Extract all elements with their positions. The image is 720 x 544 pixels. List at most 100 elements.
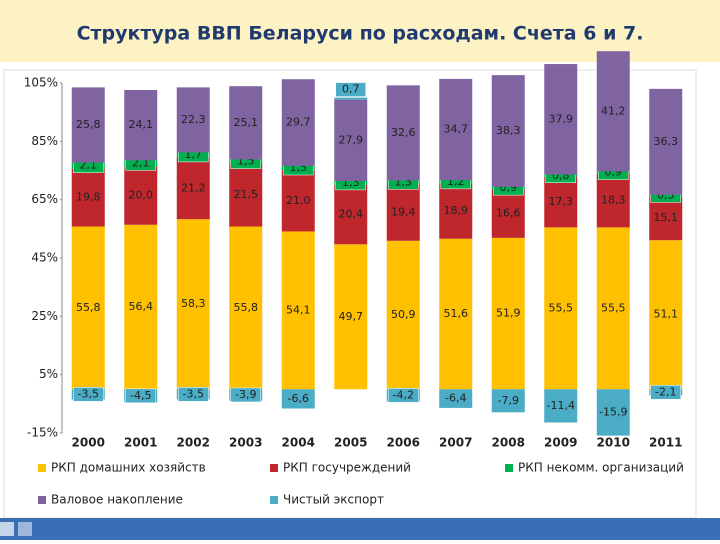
bar-segment	[176, 219, 210, 390]
data-label: 20,0	[129, 189, 154, 202]
x-tick-label: 2008	[492, 436, 525, 450]
bar-segment	[71, 168, 105, 227]
data-label: 20,4	[339, 208, 364, 221]
data-label: 36,3	[654, 135, 679, 148]
data-label: -6,6	[288, 392, 309, 405]
data-label: 24,1	[129, 118, 154, 131]
data-label: 18,9	[444, 204, 469, 217]
bar-segment	[544, 64, 578, 175]
bar-segment	[176, 87, 210, 153]
y-tick-label: 5%	[39, 367, 58, 381]
y-tick-label: -15%	[27, 426, 58, 440]
bar-segment	[596, 389, 630, 436]
x-tick-label: 2005	[334, 436, 367, 450]
data-label: -4,5	[130, 389, 151, 402]
legend-label: РКП домашних хозяйств	[51, 461, 206, 475]
data-label: 56,4	[129, 300, 154, 313]
bar-segment	[386, 184, 420, 241]
data-label: 21,0	[286, 194, 311, 207]
data-label: -6,4	[445, 392, 466, 405]
legend-label: Валовое накопление	[51, 493, 183, 507]
bar-segment	[124, 90, 158, 161]
bar-segment	[229, 86, 263, 160]
data-label: 38,3	[496, 124, 521, 137]
data-label: -11,4	[547, 399, 575, 412]
data-label: -7,9	[498, 394, 519, 407]
bar-segment	[281, 389, 315, 409]
bar-segment	[491, 75, 525, 187]
bar-segment	[439, 183, 473, 239]
y-tick-label: 45%	[31, 251, 58, 265]
x-tick-label: 2006	[387, 436, 420, 450]
data-label: 58,3	[181, 297, 206, 310]
data-label-box	[650, 385, 681, 400]
data-label: 15,1	[654, 211, 679, 224]
data-label-box	[388, 388, 419, 403]
data-label: 49,7	[339, 310, 364, 323]
x-tick-label: 2007	[439, 436, 472, 450]
bar-segment	[386, 85, 420, 181]
bar-segment	[71, 226, 105, 390]
bar-segment	[229, 226, 263, 390]
x-tick-label: 2003	[229, 436, 262, 450]
bar-segment	[229, 163, 263, 227]
data-label: 51,9	[496, 307, 521, 320]
bar-segment	[281, 231, 315, 390]
bar-segment	[439, 389, 473, 408]
data-label-box	[335, 82, 366, 97]
title: Структура ВВП Беларуси по расходам. Счет…	[77, 23, 644, 45]
bar-segment	[491, 237, 525, 390]
y-tick-label: 85%	[31, 134, 58, 148]
data-label: 55,5	[601, 301, 626, 314]
legend-swatch	[505, 464, 513, 472]
bar-segment	[544, 176, 578, 228]
x-tick-label: 2009	[544, 436, 577, 450]
bar-segment	[439, 238, 473, 390]
bar-segment	[596, 51, 630, 172]
footer-square	[18, 522, 32, 536]
legend-label: Чистый экспорт	[283, 493, 384, 507]
data-label: 27,9	[339, 133, 364, 146]
data-label: 29,7	[286, 116, 311, 129]
legend-label: РКП госучреждений	[283, 461, 411, 475]
bar-segment	[439, 78, 473, 181]
data-label: 34,7	[444, 123, 469, 136]
data-label: 17,3	[549, 195, 574, 208]
bar-segment	[596, 227, 630, 390]
bar-segment	[334, 244, 368, 390]
data-label: 55,8	[76, 301, 101, 314]
x-tick-label: 2001	[124, 436, 157, 450]
data-label-box	[125, 388, 156, 404]
footer-square	[0, 522, 14, 536]
data-label: -3,5	[183, 387, 204, 400]
bar-segment	[281, 170, 315, 232]
data-label: -3,5	[78, 387, 99, 400]
data-label: 37,9	[549, 112, 574, 125]
data-label: 51,6	[444, 307, 469, 320]
data-label-box	[73, 387, 104, 402]
data-label: 16,6	[496, 207, 521, 220]
legend-swatch	[38, 464, 46, 472]
bar-segment	[334, 99, 368, 181]
x-tick-label: 2011	[649, 436, 682, 450]
bar-segment	[544, 227, 578, 390]
bar-segment	[281, 79, 315, 166]
bar-segment	[544, 389, 578, 423]
data-label-box	[230, 387, 261, 403]
y-tick-label: 25%	[31, 309, 58, 323]
data-label: -4,2	[393, 388, 414, 401]
data-label: 55,5	[549, 301, 574, 314]
data-label: -3,9	[235, 388, 256, 401]
bar-segment	[649, 240, 683, 390]
bar-segment	[491, 189, 525, 238]
bar-segment	[386, 240, 420, 390]
bar-segment	[71, 87, 105, 163]
data-label: 32,6	[391, 126, 416, 139]
x-tick-label: 2002	[177, 436, 210, 450]
bar-segment	[124, 224, 158, 390]
data-label: 18,3	[601, 194, 626, 207]
data-label: 21,2	[181, 181, 206, 194]
data-label: 21,5	[234, 188, 259, 201]
bar-segment	[649, 196, 683, 241]
